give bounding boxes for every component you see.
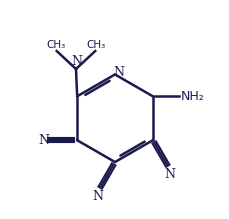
- Text: N: N: [164, 168, 174, 181]
- Text: N: N: [71, 55, 82, 68]
- Text: N: N: [112, 66, 123, 79]
- Text: NH₂: NH₂: [180, 90, 203, 103]
- Text: CH₃: CH₃: [46, 40, 65, 50]
- Text: N: N: [38, 134, 49, 147]
- Text: N: N: [92, 190, 103, 203]
- Text: CH₃: CH₃: [86, 40, 106, 50]
